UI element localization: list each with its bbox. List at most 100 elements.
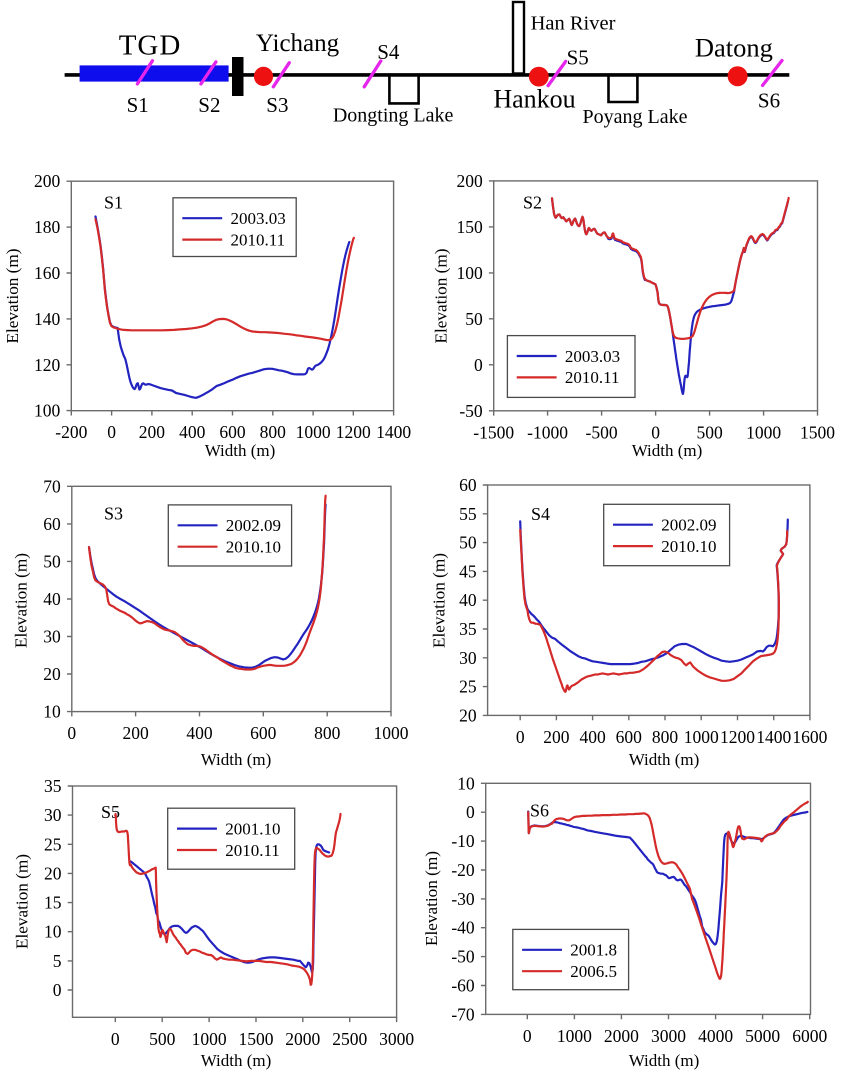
svg-text:2002.09: 2002.09: [226, 516, 281, 535]
svg-text:Yichang: Yichang: [256, 30, 340, 57]
svg-text:400: 400: [186, 723, 213, 743]
svg-text:Dongting Lake: Dongting Lake: [333, 105, 454, 127]
svg-text:S5: S5: [101, 802, 120, 822]
svg-text:2000: 2000: [604, 1026, 639, 1046]
svg-text:70: 70: [43, 476, 61, 496]
svg-text:2010.11: 2010.11: [225, 841, 280, 860]
svg-text:500: 500: [696, 422, 723, 442]
svg-text:1000: 1000: [296, 422, 331, 442]
svg-text:Elevation (m): Elevation (m): [430, 553, 449, 648]
svg-text:50: 50: [465, 309, 483, 329]
svg-text:40: 40: [459, 590, 477, 610]
svg-text:45: 45: [459, 561, 477, 581]
svg-text:S6: S6: [530, 801, 549, 821]
svg-text:-20: -20: [451, 860, 475, 880]
svg-text:20: 20: [459, 705, 477, 725]
svg-text:600: 600: [250, 723, 277, 743]
svg-text:600: 600: [219, 422, 246, 442]
svg-text:1400: 1400: [756, 727, 791, 747]
svg-text:0: 0: [67, 723, 76, 743]
svg-text:30: 30: [44, 805, 62, 825]
svg-text:6000: 6000: [792, 1026, 827, 1046]
svg-text:2006.5: 2006.5: [570, 962, 617, 981]
svg-text:S2: S2: [198, 93, 220, 117]
svg-text:0: 0: [107, 422, 116, 442]
svg-text:55: 55: [459, 504, 477, 524]
svg-text:-200: -200: [55, 422, 87, 442]
svg-text:5: 5: [53, 951, 62, 971]
svg-text:0: 0: [111, 1029, 120, 1049]
svg-text:60: 60: [43, 514, 61, 534]
svg-text:30: 30: [43, 627, 61, 647]
svg-text:1400: 1400: [376, 422, 411, 442]
svg-text:2001.10: 2001.10: [225, 819, 280, 838]
svg-text:1500: 1500: [800, 422, 835, 442]
svg-text:1000: 1000: [746, 422, 781, 442]
svg-text:25: 25: [44, 834, 62, 854]
svg-text:200: 200: [139, 422, 166, 442]
svg-text:1500: 1500: [239, 1029, 274, 1049]
svg-text:120: 120: [34, 355, 61, 375]
svg-text:-50: -50: [451, 947, 475, 967]
svg-text:35: 35: [44, 776, 62, 796]
svg-text:S3: S3: [104, 504, 123, 524]
svg-text:-60: -60: [451, 976, 475, 996]
svg-text:-10: -10: [451, 831, 475, 851]
svg-text:Elevation (m): Elevation (m): [432, 249, 451, 344]
svg-text:1000: 1000: [684, 727, 719, 747]
svg-text:Hankou: Hankou: [493, 85, 575, 114]
svg-text:1000: 1000: [374, 723, 409, 743]
svg-text:S6: S6: [758, 89, 780, 113]
svg-text:TGD: TGD: [119, 30, 182, 62]
svg-text:200: 200: [122, 723, 149, 743]
svg-text:3000: 3000: [379, 1029, 414, 1049]
svg-text:Width (m): Width (m): [629, 1051, 700, 1070]
svg-text:50: 50: [459, 533, 477, 553]
svg-text:2002.09: 2002.09: [661, 516, 716, 535]
svg-text:800: 800: [260, 422, 287, 442]
svg-text:40: 40: [43, 589, 61, 609]
svg-text:2003.03: 2003.03: [231, 209, 286, 228]
svg-text:-40: -40: [451, 918, 475, 938]
svg-text:S1: S1: [104, 193, 123, 213]
svg-text:2500: 2500: [332, 1029, 367, 1049]
svg-text:-1000: -1000: [527, 422, 568, 442]
svg-text:15: 15: [44, 893, 62, 913]
svg-text:5000: 5000: [745, 1026, 780, 1046]
svg-text:1200: 1200: [720, 727, 755, 747]
svg-text:0: 0: [651, 422, 660, 442]
svg-text:0: 0: [523, 1026, 532, 1046]
svg-text:2010.11: 2010.11: [565, 368, 620, 387]
svg-text:30: 30: [459, 648, 477, 668]
svg-text:500: 500: [149, 1029, 176, 1049]
svg-text:1200: 1200: [336, 422, 371, 442]
svg-text:S2: S2: [523, 193, 542, 213]
svg-text:600: 600: [616, 727, 643, 747]
svg-text:60: 60: [459, 475, 477, 495]
svg-text:800: 800: [652, 727, 679, 747]
svg-text:Width (m): Width (m): [201, 1051, 272, 1070]
svg-text:-1500: -1500: [473, 422, 514, 442]
svg-text:Width (m): Width (m): [205, 441, 276, 460]
svg-text:1000: 1000: [557, 1026, 592, 1046]
svg-text:200: 200: [34, 171, 61, 191]
svg-text:1600: 1600: [792, 727, 827, 747]
svg-text:0: 0: [466, 802, 475, 822]
svg-text:Width (m): Width (m): [632, 441, 703, 460]
svg-text:Elevation (m): Elevation (m): [3, 249, 22, 344]
svg-text:-30: -30: [451, 889, 475, 909]
svg-text:10: 10: [43, 702, 61, 722]
svg-text:S5: S5: [567, 46, 589, 70]
svg-text:Elevation (m): Elevation (m): [12, 553, 31, 648]
svg-text:Width (m): Width (m): [201, 750, 272, 769]
svg-text:800: 800: [314, 723, 341, 743]
svg-text:0: 0: [53, 980, 62, 1000]
svg-text:Datong: Datong: [695, 33, 773, 63]
svg-text:S3: S3: [266, 93, 288, 117]
svg-text:100: 100: [34, 401, 61, 421]
svg-text:140: 140: [34, 309, 61, 329]
svg-text:-70: -70: [451, 1004, 475, 1024]
svg-text:-50: -50: [459, 401, 483, 421]
svg-text:10: 10: [457, 773, 475, 793]
svg-text:1000: 1000: [192, 1029, 227, 1049]
